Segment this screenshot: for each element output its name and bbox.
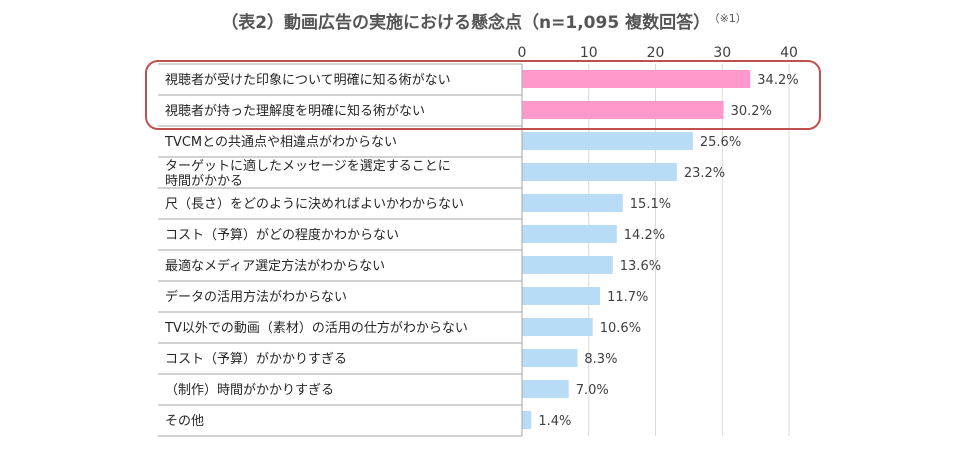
data-label: 13.6%: [620, 259, 661, 274]
bar: [522, 411, 532, 429]
bar: [522, 194, 623, 212]
chart-title-block: （表2）動画広告の実施における懸念点（n=1,095 複数回答） （※1）: [0, 8, 968, 33]
x-tick-label: 20: [647, 45, 665, 61]
bar: [522, 132, 693, 150]
data-label: 8.3%: [584, 352, 617, 367]
data-label: 34.2%: [757, 73, 798, 88]
data-label: 30.2%: [731, 104, 772, 119]
data-label: 7.0%: [576, 383, 609, 398]
data-label: 11.7%: [607, 290, 648, 305]
x-tick-label: 0: [518, 45, 527, 61]
data-label: 25.6%: [700, 135, 741, 150]
bar: [522, 380, 569, 398]
chart-title: （表2）動画広告の実施における懸念点（n=1,095 複数回答）: [221, 13, 711, 33]
category-label: コスト（予算）がかかりすぎる: [165, 352, 347, 367]
x-tick-label: 30: [713, 45, 731, 61]
category-label: 視聴者が受けた印象について明確に知る術がない: [165, 72, 451, 88]
bar: [522, 318, 593, 336]
bar: [522, 349, 578, 367]
category-label: データの活用方法がわからない: [165, 289, 347, 305]
data-label: 23.2%: [684, 166, 725, 181]
x-tick-label: 40: [780, 45, 798, 61]
data-label: 15.1%: [630, 197, 671, 212]
category-label: TV以外での動画（素材）の活用の仕方がわからない: [164, 320, 468, 336]
category-label: ターゲットに適したメッセージを選定することに時間がかかる: [165, 158, 451, 189]
category-label: コスト（予算）がどの程度かわからない: [165, 227, 399, 243]
category-label: 最適なメディア選定方法がわからない: [165, 258, 385, 274]
bar: [522, 163, 677, 181]
category-label: その他: [165, 414, 204, 429]
data-label: 14.2%: [624, 228, 665, 243]
data-label: 10.6%: [600, 321, 641, 336]
category-label: （制作）時間がかかりすぎる: [165, 383, 334, 398]
category-label: 尺（長さ）をどのように決めればよいかわからない: [165, 197, 464, 212]
bar: [522, 70, 751, 88]
chart-footnote-mark: （※1）: [714, 11, 747, 25]
category-label: TVCMとの共通点や相違点がわからない: [164, 135, 397, 150]
data-label: 1.4%: [538, 414, 571, 429]
x-tick-label: 10: [580, 45, 598, 61]
bar: [522, 225, 617, 243]
highlight-frame: [145, 60, 821, 130]
bar: [522, 256, 613, 274]
category-label-line: 時間がかかる: [165, 174, 243, 189]
category-label-line: ターゲットに適したメッセージを選定することに: [165, 158, 451, 174]
bar: [522, 101, 724, 119]
category-label: 視聴者が持った理解度を明確に知る術がない: [165, 103, 425, 119]
bar: [522, 287, 601, 305]
